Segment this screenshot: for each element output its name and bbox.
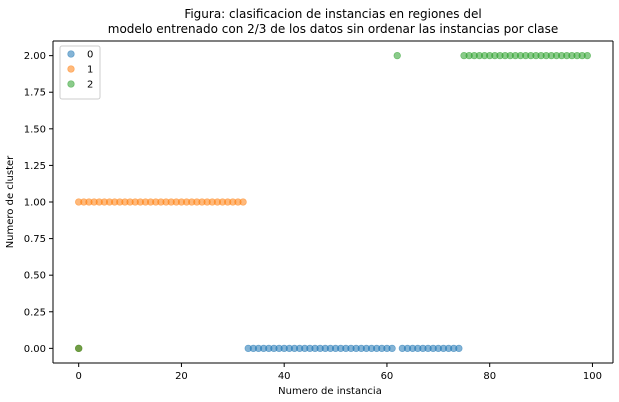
x-tick-label-0: 0 xyxy=(76,371,82,382)
scatter-point-series-2-1 xyxy=(393,51,401,60)
scatter-point-series-0-41 xyxy=(455,344,463,353)
legend-label-0: 0 xyxy=(87,50,93,61)
scatter-point-series-0-29 xyxy=(388,344,396,353)
legend-label-1: 1 xyxy=(87,65,93,76)
x-tick-label-20: 20 xyxy=(175,371,188,382)
chart-title-line-1: Figura: clasificacion de instancias en r… xyxy=(184,7,481,21)
scatter-point-series-2-26 xyxy=(583,51,591,60)
x-tick-label-100: 100 xyxy=(583,371,602,382)
y-axis-label: Numero de cluster xyxy=(5,155,16,248)
marks-layer xyxy=(75,51,591,353)
scatter-point-series-2-0 xyxy=(75,344,83,353)
legend: 0 1 2 xyxy=(59,45,101,100)
ticks-layer: 0 20 40 60 80 1000.000.250.500.751.001.251.50… xyxy=(24,51,602,382)
legend-marker-2 xyxy=(67,80,75,88)
x-tick-label-40: 40 xyxy=(278,371,291,382)
y-tick-label-0.25: 0.25 xyxy=(24,307,46,318)
y-tick-label-2.00: 2.00 xyxy=(24,51,46,62)
y-tick-label-1.75: 1.75 xyxy=(24,88,46,99)
x-tick-label-80: 80 xyxy=(483,371,496,382)
legend-marker-1 xyxy=(67,65,75,73)
y-tick-label-1.50: 1.50 xyxy=(24,124,46,135)
y-tick-label-0.00: 0.00 xyxy=(24,344,46,355)
x-tick-label-60: 60 xyxy=(381,371,394,382)
chart-title-line-2: modelo entrenado con 2/3 de los datos si… xyxy=(108,22,559,36)
y-tick-label-0.50: 0.50 xyxy=(24,271,46,282)
legend-label-2: 2 xyxy=(87,80,93,91)
scatter-point-series-1-33 xyxy=(239,198,247,206)
y-tick-label-0.75: 0.75 xyxy=(24,234,46,245)
legend-box xyxy=(59,45,101,100)
y-tick-label-1.25: 1.25 xyxy=(24,161,46,172)
legend-marker-0 xyxy=(67,50,75,58)
x-axis-label: Numero de instancia xyxy=(278,386,382,397)
y-tick-label-1.00: 1.00 xyxy=(24,198,46,209)
